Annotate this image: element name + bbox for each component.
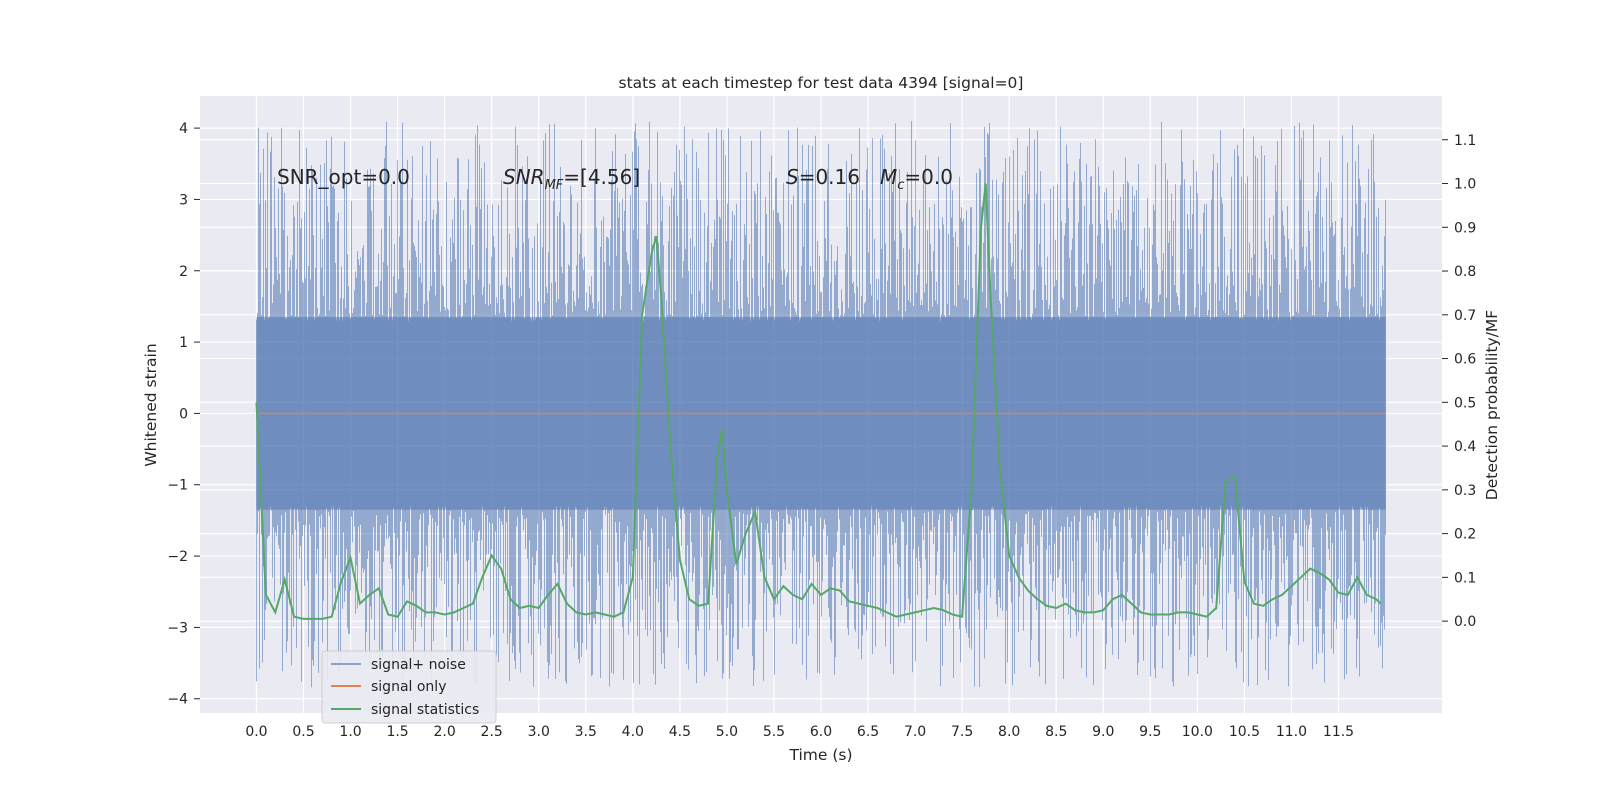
y2-tick-label: 1.1 — [1454, 133, 1476, 149]
y2-tick-label: 0.9 — [1454, 220, 1476, 236]
x-tick-label: 8.0 — [998, 724, 1020, 740]
y2-tick-label: 0.8 — [1454, 264, 1476, 280]
y-tick-label: 3 — [179, 192, 188, 208]
x-tick-label: 9.5 — [1139, 724, 1161, 740]
mc-subscript: c — [897, 178, 904, 193]
s-symbol: S — [786, 165, 799, 189]
x-tick-label: 2.5 — [481, 724, 503, 740]
x-tick-label: 3.5 — [575, 724, 597, 740]
annotation-s: S=0.16 — [786, 165, 860, 189]
y2-tick-label: 0.1 — [1454, 570, 1476, 586]
y2-tick-label: 0.5 — [1454, 395, 1476, 411]
x-tick-label: 5.5 — [763, 724, 785, 740]
x-tick-label: 4.0 — [622, 724, 644, 740]
x-ticks: 0.0 0.5 1.0 1.5 2.0 2.5 3.0 3.5 4.0 4.5 5.0 5.5 6.0 6… — [245, 724, 1354, 740]
annotation-snr-mf: SNRMF=[4.56] — [503, 165, 640, 193]
y2-tick-label: 0.0 — [1454, 614, 1476, 630]
mc-main: M — [880, 165, 897, 189]
legend-box — [321, 650, 497, 724]
snr-mf-subscript: MF — [545, 178, 564, 193]
y-tick-label: 4 — [179, 121, 188, 137]
legend-label-signal-statistics: signal statistics — [371, 702, 479, 718]
x-tick-label: 10.5 — [1229, 724, 1260, 740]
y2-tick-label: 0.6 — [1454, 352, 1476, 368]
x-tick-label: 1.0 — [339, 724, 361, 740]
chart-title: stats at each timestep for test data 439… — [619, 74, 1024, 92]
x-tick-label: 11.5 — [1323, 724, 1354, 740]
x-tick-label: 6.0 — [810, 724, 832, 740]
y-tick-label: −3 — [167, 620, 188, 636]
snr-mf-value: =[4.56] — [563, 165, 640, 189]
legend-label-signal-only: signal only — [371, 679, 446, 695]
legend: signal+ noise signal only signal statist… — [321, 650, 497, 724]
x-tick-label: 1.5 — [386, 724, 408, 740]
y-tick-label: 1 — [179, 335, 188, 351]
y2-tick-label: 0.3 — [1454, 483, 1476, 499]
x-tick-label: 5.0 — [716, 724, 738, 740]
x-tick-label: 6.5 — [857, 724, 879, 740]
y2-tick-label: 0.4 — [1454, 439, 1476, 455]
x-tick-label: 9.0 — [1092, 724, 1114, 740]
y-ticks: −4 −3 −2 −1 0 1 2 3 4 — [167, 121, 200, 708]
y-tick-label: 2 — [179, 264, 188, 280]
x-tick-label: 3.0 — [528, 724, 550, 740]
y-axis-label: Whitened strain — [142, 343, 160, 466]
y2-tick-label: 0.2 — [1454, 527, 1476, 543]
y2-tick-label: 0.7 — [1454, 308, 1476, 324]
y2-ticks: 0.0 0.1 0.2 0.3 0.4 0.5 0.6 0.7 0.8 0.9 1.0 1.1 — [1442, 133, 1476, 630]
y-tick-label: −1 — [167, 478, 188, 494]
s-value: =0.16 — [799, 165, 860, 189]
x-tick-label: 10.0 — [1182, 724, 1213, 740]
legend-label-signal-noise: signal+ noise — [371, 657, 466, 673]
x-tick-label: 0.0 — [245, 724, 267, 740]
x-tick-label: 0.5 — [292, 724, 314, 740]
y2-tick-label: 1.0 — [1454, 177, 1476, 193]
y-tick-label: −4 — [167, 692, 188, 708]
annotation-snr-opt: SNR_opt=0.0 — [277, 165, 410, 189]
snr-mf-main: SNR — [503, 165, 545, 189]
noise-trace — [256, 121, 1386, 688]
x-tick-label: 4.5 — [669, 724, 691, 740]
x-tick-label: 7.0 — [904, 724, 926, 740]
y-tick-label: 0 — [179, 406, 188, 422]
x-tick-label: 8.5 — [1045, 724, 1067, 740]
mc-value: =0.0 — [904, 165, 953, 189]
x-tick-label: 7.5 — [951, 724, 973, 740]
y-tick-label: −2 — [167, 549, 188, 565]
y2-axis-label: Detection probability/MF — [1483, 310, 1501, 501]
x-axis-label: Time (s) — [788, 746, 852, 764]
annotation-mc: Mc=0.0 — [880, 165, 953, 193]
series-signal-statistics — [255, 183, 1382, 620]
x-tick-label: 11.0 — [1276, 724, 1307, 740]
x-tick-label: 2.0 — [434, 724, 456, 740]
